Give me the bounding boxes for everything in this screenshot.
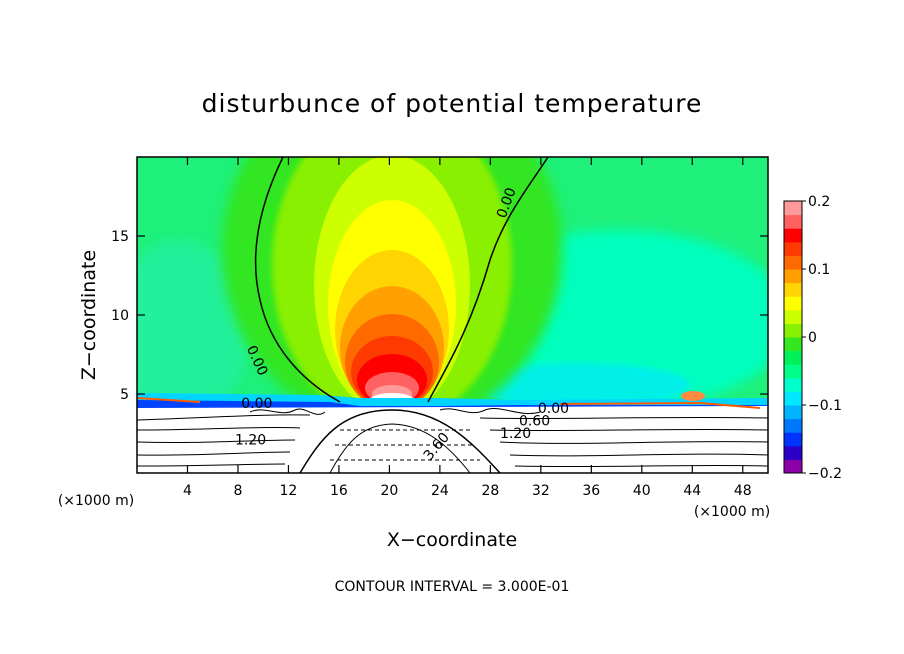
x-tick-label: 36 [582,483,600,499]
edge-streak-right [559,401,761,409]
colorbar-segment [784,445,802,460]
contour-zero-left [254,157,341,403]
contour-zero-right [427,157,549,403]
x-tick-label: 4 [183,483,192,499]
contour-low-1 [137,414,768,421]
colorbar-segment [784,391,802,406]
x-tick-label: 20 [380,483,398,499]
colorbar: 0.2 0.1 0 −0.1 −0.2 [783,194,842,482]
contour-low-3 [137,439,768,444]
contour-label: 0.60 [519,414,550,430]
chart-title: disturbunce of potential temperature [202,89,703,118]
colorbar-tick-label: −0.2 [808,466,842,482]
edge-streak-left [137,397,201,403]
colorbar-segment [784,337,802,352]
colorbar-tick-label: 0.1 [808,262,830,278]
x-axis: 4 8 12 16 20 24 28 32 36 40 44 48 [183,157,752,499]
contour-dashed-1 [330,429,480,461]
colorbar-segment [784,432,802,447]
colorbar-segment [784,269,802,284]
contour-low-4 [137,451,768,457]
contour-interval: CONTOUR INTERVAL = 3.000E-01 [335,579,570,595]
colorbar-segment [784,364,802,379]
x-tick-label: 8 [233,483,242,499]
colorbar-segment [784,282,802,297]
colorbar-segment [784,201,802,216]
y-axis-label: Z−coordinate [78,250,100,380]
plot-area: 0.000.000.00 0.000.601.201.20 3.60 [136,156,769,474]
colorbar-segment [784,323,802,338]
contour-low-2 [137,426,768,432]
colorbar-segment [784,405,802,420]
colorbar-tick-label: 0.2 [808,194,830,210]
field-cool-left [137,240,250,420]
y-axis: 5 10 15 [111,229,768,403]
contour-low-5 [137,463,768,468]
x-tick-label: 44 [683,483,701,499]
contour-lines [137,157,768,473]
x-unit-left: (×1000 m) [58,493,134,509]
colorbar-segment [784,228,802,243]
colorbar-tick-label: −0.1 [808,398,842,414]
x-tick-label: 40 [633,483,651,499]
contour-wiggle-left [249,408,326,415]
colorbar-segment [784,459,802,474]
contour-label: 0.00 [241,396,272,412]
contour-label: 1.20 [500,426,531,442]
x-tick-label: 28 [481,483,499,499]
colorbar-tick-label: 0 [808,330,817,346]
colorbar-segment [784,241,802,256]
contour-labels: 0.000.000.00 0.000.601.201.20 3.60 [235,186,569,464]
contour-mountain-inner [329,423,471,473]
x-axis-label: X−coordinate [387,529,517,551]
x-unit-right: (×1000 m) [694,504,770,520]
colorbar-segment [784,350,802,365]
contour-wiggle-right [439,408,541,414]
colorbar-segment [784,214,802,229]
contour-label: 1.20 [235,433,266,449]
colorbar-segment [784,377,802,392]
colorbar-segment [784,418,802,433]
y-tick-label: 15 [111,229,129,245]
y-tick-label: 10 [111,308,129,324]
colorbar-segment [784,309,802,324]
contour-mountain [299,409,501,473]
colorbar-segment [784,296,802,311]
x-tick-label: 32 [532,483,550,499]
x-tick-label: 24 [431,483,449,499]
x-tick-label: 12 [280,483,298,499]
lower-region [137,406,768,473]
contour-label: 0.00 [538,401,569,417]
field-cool-core [470,363,690,407]
anomaly-blob [681,391,705,401]
x-tick-label: 16 [330,483,348,499]
colorbar-segment [784,255,802,270]
x-tick-label: 48 [734,483,752,499]
y-tick-label: 5 [120,387,129,403]
